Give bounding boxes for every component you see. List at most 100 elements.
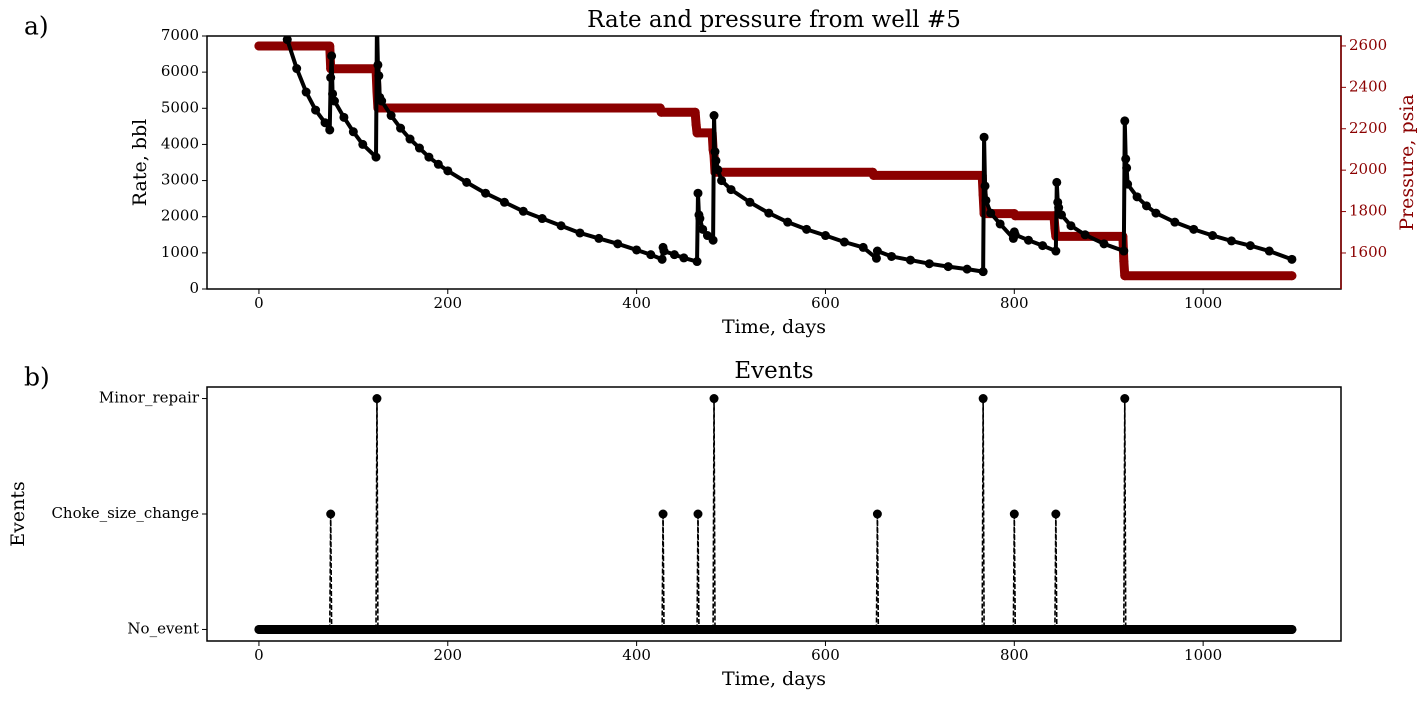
point (869, 170, 879, 180)
point (710, 147, 720, 157)
point (1054, 203, 1064, 213)
point (745, 197, 755, 207)
point (698, 224, 708, 234)
point (329, 96, 339, 106)
point (1123, 179, 1133, 189)
point (424, 152, 434, 162)
point (979, 132, 989, 142)
event-point (1009, 509, 1019, 519)
point (1121, 154, 1131, 164)
event-point (1287, 624, 1297, 634)
point (708, 235, 718, 245)
point (693, 188, 703, 198)
event-point (978, 394, 988, 404)
y-axis-label: Events (7, 481, 29, 546)
y-tick-label: 1000 (161, 243, 199, 261)
event-point (1121, 624, 1131, 634)
y-tick-label: Choke_size_change (51, 504, 199, 522)
point (556, 221, 566, 231)
point (273, 10, 282, 19)
point (537, 214, 547, 224)
chart-title: Rate and pressure from well #5 (587, 7, 961, 33)
point (1010, 211, 1020, 221)
point (1122, 163, 1132, 173)
point (1120, 271, 1130, 281)
event-point (709, 394, 719, 404)
point (839, 237, 849, 247)
point (820, 231, 830, 241)
event-point (1120, 394, 1130, 404)
y-tick-label: 3000 (161, 171, 199, 189)
point (325, 125, 335, 135)
point (373, 60, 383, 70)
point (871, 253, 881, 263)
point (995, 219, 1005, 229)
point (1170, 217, 1180, 227)
point (858, 242, 868, 252)
point (872, 246, 882, 256)
point (374, 71, 384, 81)
point (656, 107, 666, 117)
point (1287, 254, 1297, 264)
point (1052, 177, 1062, 187)
event-point (1051, 509, 1061, 519)
point (679, 253, 689, 263)
point (764, 208, 774, 218)
point (1151, 208, 1161, 218)
event-point (979, 624, 989, 634)
point (726, 185, 736, 195)
point (632, 245, 642, 255)
y-tick-label: 4000 (161, 134, 199, 152)
point (1038, 241, 1048, 251)
event-segment (662, 513, 665, 630)
x-tick-label: 400 (622, 646, 651, 664)
point (962, 264, 972, 274)
point (695, 214, 705, 224)
point (405, 134, 415, 144)
point (981, 195, 991, 205)
point (1099, 239, 1109, 249)
event-point (373, 624, 383, 634)
event-segment (1123, 398, 1127, 630)
point (348, 127, 358, 137)
point (978, 267, 988, 277)
point (575, 228, 585, 238)
point (1080, 230, 1090, 240)
event-point (1010, 624, 1020, 634)
point (646, 250, 656, 260)
point (980, 181, 990, 191)
x-tick-label: 200 (433, 646, 462, 664)
point (802, 224, 812, 234)
x-tick-label: 600 (811, 294, 840, 312)
chart-title: Events (734, 358, 813, 384)
x-tick-label: 0 (254, 294, 264, 312)
point (692, 128, 702, 138)
plot-frame (206, 386, 1342, 642)
y-tick-label: No_event (127, 619, 199, 637)
y2-tick-label: 2200 (1349, 119, 1387, 137)
point (311, 105, 321, 115)
event-point (873, 624, 883, 634)
event-segment (1054, 513, 1057, 630)
event-point (1052, 624, 1062, 634)
point (924, 259, 934, 269)
point (1010, 230, 1020, 240)
panel-label: a) (24, 12, 49, 41)
point (1119, 256, 1129, 266)
point (481, 188, 491, 198)
event-segment (713, 398, 716, 630)
point (377, 96, 387, 106)
event-point (326, 509, 336, 519)
x-axis-label: Time, days (722, 668, 826, 690)
point (1023, 235, 1033, 245)
y2-tick-label: 1800 (1349, 202, 1387, 220)
point (328, 89, 338, 99)
event-point (693, 509, 703, 519)
x-tick-label: 200 (433, 294, 462, 312)
event-segment (696, 513, 699, 630)
point (1132, 192, 1142, 202)
y-tick-label: 0 (189, 279, 199, 297)
event-segment (876, 513, 880, 630)
point (518, 206, 528, 216)
x-tick-label: 0 (254, 646, 264, 664)
